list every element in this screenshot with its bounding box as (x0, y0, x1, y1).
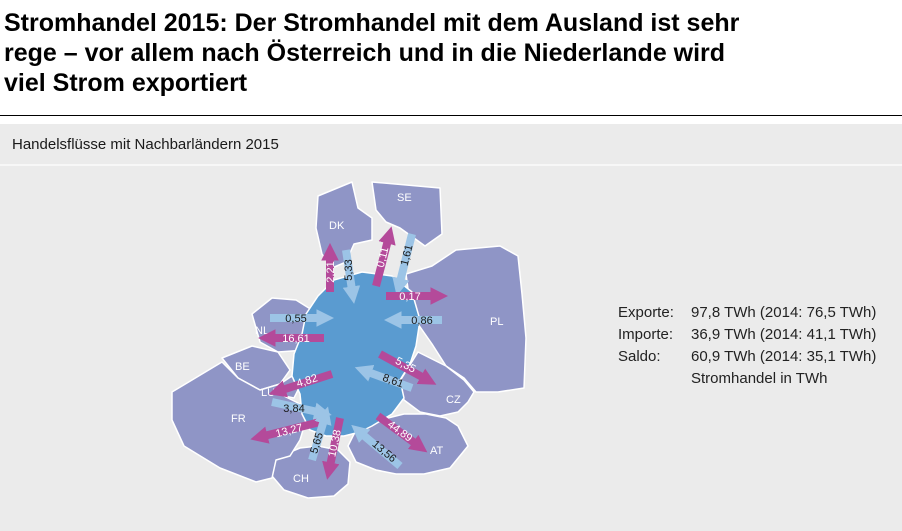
flow-arrow-lu-export (268, 370, 334, 398)
flow-value-nl-import: 0,55 (285, 313, 306, 325)
flow-arrow-se-export (372, 226, 396, 288)
flow-arrow-cz-export (378, 350, 437, 385)
label-fr: FR (231, 413, 246, 425)
label-nl: NL (255, 325, 269, 337)
flow-arrow-ch-export (322, 417, 344, 480)
label-pl: PL (490, 316, 503, 328)
label-at: AT (430, 445, 444, 457)
flow-arrow-se-import (392, 233, 416, 296)
headline: Stromhandel 2015: Der Stromhandel mit de… (4, 8, 884, 98)
trade-summary-legend: Exporte: 97,8 TWh (2014: 76,5 TWh) Impor… (618, 302, 876, 390)
flow-value-lu-export: 4,82 (295, 372, 319, 390)
flow-arrow-fr-export (250, 418, 321, 444)
headline-rule (0, 115, 902, 116)
legend-exports-row: Exporte: 97,8 TWh (2014: 76,5 TWh) (618, 302, 876, 324)
flow-value-se-export: 0,11 (375, 246, 392, 269)
flow-value-dk-export: 2,21 (325, 261, 337, 282)
legend-imports-value: 36,9 TWh (2014: 41,1 TWh) (691, 326, 877, 343)
flow-value-ch-import: 5,65 (308, 431, 326, 455)
label-dk: DK (329, 220, 345, 232)
flow-arrow-ch-import (308, 406, 332, 462)
flow-value-nl-export: 16,61 (282, 333, 310, 345)
legend-balance-row: Saldo: 60,9 TWh (2014: 35,1 TWh) (618, 346, 876, 368)
legend-exports-label: Exporte: (618, 304, 674, 321)
flow-arrow-cz-import (354, 364, 414, 392)
flow-arrow-at-export (375, 412, 428, 453)
legend-unit-row: Stromhandel in TWh (618, 368, 876, 390)
legend-imports-label: Importe: (618, 326, 674, 343)
flow-value-pl-import: 0,86 (411, 315, 432, 327)
headline-line-1: Stromhandel 2015: Der Stromhandel mit de… (4, 9, 740, 37)
legend-balance-value: 60,9 TWh (2014: 35,1 TWh) (691, 348, 877, 365)
flow-value-fr-import: 3,84 (283, 403, 304, 415)
legend-exports-value: 97,8 TWh (2014: 76,5 TWh) (691, 304, 877, 321)
headline-line-2: rege – vor allem nach Österreich und in … (4, 39, 726, 67)
country-poland (405, 245, 527, 393)
flow-value-se-import: 1,61 (399, 243, 416, 267)
flow-value-ch-export: 10,38 (326, 429, 343, 458)
legend-imports-row: Importe: 36,9 TWh (2014: 41,1 TWh) (618, 324, 876, 346)
flow-arrow-dk-import (342, 249, 361, 304)
flow-arrow-fr-import (271, 398, 332, 420)
label-se: SE (397, 192, 412, 204)
legend-unit-note: Stromhandel in TWh (691, 370, 828, 387)
flow-arrow-at-import (351, 424, 403, 470)
label-ch: CH (293, 473, 309, 485)
label-cz: CZ (446, 394, 461, 406)
subtitle-divider (0, 164, 902, 166)
flow-value-dk-import: 5,33 (343, 259, 355, 280)
figure-subtitle: Handelsflüsse mit Nachbarländern 2015 (12, 136, 279, 153)
flow-value-pl-export: 0,17 (399, 291, 420, 303)
legend-balance-label: Saldo: (618, 348, 661, 365)
label-lu: LU (261, 387, 275, 399)
headline-line-3: viel Strom exportiert (4, 69, 248, 97)
label-be: BE (235, 361, 250, 373)
